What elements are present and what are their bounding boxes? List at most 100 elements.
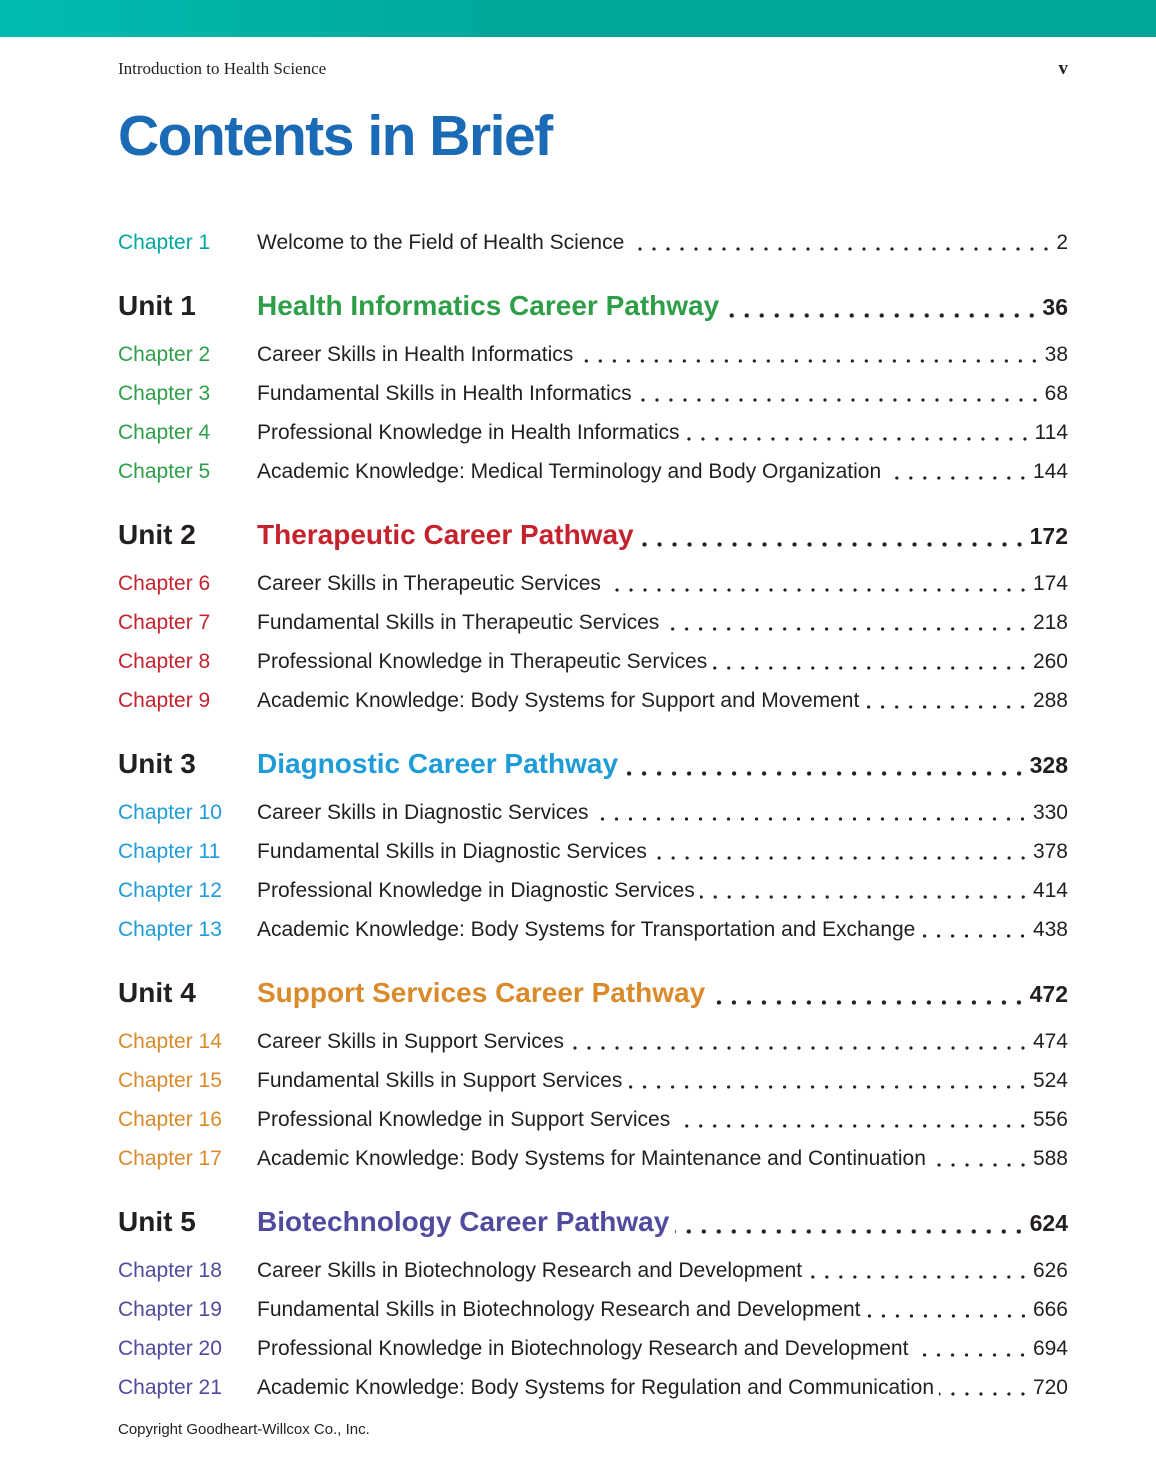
dot-leader: [624, 771, 1027, 776]
toc-row-label: Chapter 4: [118, 421, 211, 444]
toc-row-label: Chapter 3: [118, 382, 211, 405]
toc-row-label: Chapter 16: [118, 1108, 222, 1131]
toc-chapter-row: Chapter 14 Career Skills in Support Serv…: [118, 1029, 1068, 1055]
toc-row-label: Unit 5: [118, 1206, 196, 1237]
toc-row-page-number: 218: [1032, 611, 1068, 634]
dot-leader: [639, 542, 1027, 547]
toc-unit-row: Unit 3 Diagnostic Career Pathway 328: [118, 747, 1068, 782]
toc-row-page-number: 474: [1032, 1030, 1068, 1053]
toc-row-page-number: 438: [1032, 918, 1068, 941]
toc-row-page-number: 68: [1044, 382, 1068, 405]
toc-row-page-number: 414: [1032, 879, 1068, 902]
toc-row-label: Chapter 10: [118, 801, 222, 824]
dot-leader: [675, 1124, 1030, 1128]
dot-leader: [807, 1275, 1030, 1279]
toc-row-label: Chapter 20: [118, 1337, 222, 1360]
toc-row-page-number: 556: [1032, 1108, 1068, 1131]
toc-chapter-row: Chapter 2 Career Skills in Health Inform…: [118, 342, 1068, 368]
dot-leader: [593, 817, 1030, 821]
dot-leader: [712, 666, 1030, 670]
toc-row-label: Chapter 14: [118, 1030, 222, 1053]
toc-row-label: Chapter 5: [118, 460, 211, 483]
toc-row-title: Career Skills in Support Services: [257, 1030, 564, 1053]
toc-row-page-number: 172: [1029, 523, 1068, 549]
toc-row-title: Fundamental Skills in Diagnostic Service…: [257, 840, 647, 863]
toc-row-title: Fundamental Skills in Biotechnology Rese…: [257, 1298, 861, 1321]
toc-row-page-number: 330: [1032, 801, 1068, 824]
toc-chapter-row: Chapter 4 Professional Knowledge in Heal…: [118, 420, 1068, 446]
toc-row-label: Unit 3: [118, 748, 196, 779]
toc-row-label: Chapter 18: [118, 1259, 222, 1282]
dot-leader: [864, 705, 1030, 709]
toc-chapter-row: Chapter 11 Fundamental Skills in Diagnos…: [118, 839, 1068, 865]
copyright-notice: Copyright Goodheart-Willcox Co., Inc.: [118, 1421, 370, 1438]
dot-leader: [886, 476, 1030, 480]
toc-row-page-number: 666: [1032, 1298, 1068, 1321]
toc-chapter-row: Chapter 16 Professional Knowledge in Sup…: [118, 1107, 1068, 1133]
toc-row-label: Unit 1: [118, 290, 196, 321]
toc-row-label: Chapter 1: [118, 231, 211, 254]
top-accent-bar: [0, 0, 1156, 37]
dot-leader: [627, 1085, 1030, 1089]
toc-chapter-row: Chapter 9 Academic Knowledge: Body Syste…: [118, 688, 1068, 714]
toc-row-page-number: 624: [1029, 1210, 1068, 1236]
toc-row-title: Academic Knowledge: Medical Terminology …: [257, 460, 882, 483]
running-header: Introduction to Health Science v: [0, 37, 1156, 80]
page-title: Contents in Brief: [118, 104, 553, 168]
table-of-contents: Chapter 1 Welcome to the Field of Health…: [118, 230, 1068, 1401]
toc-row-title: Health Informatics Career Pathway: [257, 290, 720, 321]
toc-row-label: Unit 2: [118, 519, 196, 550]
toc-chapter-row: Chapter 20 Professional Knowledge in Bio…: [118, 1336, 1068, 1362]
toc-row-title: Fundamental Skills in Support Services: [257, 1069, 623, 1092]
toc-row-page-number: 38: [1044, 343, 1068, 366]
dot-leader: [578, 359, 1042, 363]
toc-row-title: Academic Knowledge: Body Systems for Tra…: [257, 918, 916, 941]
dot-leader: [725, 313, 1040, 318]
toc-row-label: Chapter 17: [118, 1147, 222, 1170]
toc-row-title: Career Skills in Therapeutic Services: [257, 572, 601, 595]
toc-row-title: Academic Knowledge: Body Systems for Reg…: [257, 1376, 935, 1399]
toc-row-page-number: 144: [1032, 460, 1068, 483]
toc-row-page-number: 378: [1032, 840, 1068, 863]
toc-row-title: Therapeutic Career Pathway: [257, 519, 634, 550]
dot-leader: [605, 588, 1030, 592]
toc-chapter-row: Chapter 1 Welcome to the Field of Health…: [118, 230, 1068, 256]
toc-row-title: Academic Knowledge: Body Systems for Sup…: [257, 689, 860, 712]
toc-row-page-number: 720: [1032, 1376, 1068, 1399]
toc-row-title: Career Skills in Diagnostic Services: [257, 801, 589, 824]
toc-chapter-row: Chapter 5 Academic Knowledge: Medical Te…: [118, 459, 1068, 485]
toc-chapter-row: Chapter 18 Career Skills in Biotechnolog…: [118, 1258, 1068, 1284]
toc-row-page-number: 524: [1032, 1069, 1068, 1092]
toc-chapter-row: Chapter 10 Career Skills in Diagnostic S…: [118, 800, 1068, 826]
toc-row-page-number: 328: [1029, 752, 1068, 778]
toc-row-label: Chapter 21: [118, 1376, 222, 1399]
toc-row-label: Chapter 2: [118, 343, 211, 366]
dot-leader: [920, 934, 1030, 938]
toc-row-title: Professional Knowledge in Biotechnology …: [257, 1337, 909, 1360]
toc-row-page-number: 2: [1056, 231, 1068, 254]
toc-row-label: Chapter 9: [118, 689, 211, 712]
dot-leader: [865, 1314, 1030, 1318]
toc-row-page-number: 36: [1042, 294, 1068, 320]
dot-leader: [629, 247, 1054, 251]
toc-row-page-number: 288: [1032, 689, 1068, 712]
toc-row-title: Professional Knowledge in Support Servic…: [257, 1108, 671, 1131]
toc-row-title: Academic Knowledge: Body Systems for Mai…: [257, 1147, 926, 1170]
toc-chapter-row: Chapter 13 Academic Knowledge: Body Syst…: [118, 917, 1068, 943]
toc-chapter-row: Chapter 17 Academic Knowledge: Body Syst…: [118, 1146, 1068, 1172]
dot-leader: [636, 398, 1042, 402]
toc-chapter-row: Chapter 3 Fundamental Skills in Health I…: [118, 381, 1068, 407]
toc-unit-row: Unit 5 Biotechnology Career Pathway 624: [118, 1205, 1068, 1240]
toc-row-title: Diagnostic Career Pathway: [257, 748, 619, 779]
toc-row-page-number: 472: [1029, 981, 1068, 1007]
dot-leader: [675, 1229, 1027, 1234]
toc-row-label: Chapter 11: [118, 840, 221, 863]
toc-row-label: Chapter 6: [118, 572, 211, 595]
toc-row-label: Unit 4: [118, 977, 196, 1008]
toc-unit-row: Unit 2 Therapeutic Career Pathway 172: [118, 518, 1068, 553]
toc-chapter-row: Chapter 21 Academic Knowledge: Body Syst…: [118, 1375, 1068, 1401]
toc-chapter-row: Chapter 7 Fundamental Skills in Therapeu…: [118, 610, 1068, 636]
toc-row-label: Chapter 12: [118, 879, 222, 902]
toc-row-label: Chapter 15: [118, 1069, 222, 1092]
toc-chapter-row: Chapter 6 Career Skills in Therapeutic S…: [118, 571, 1068, 597]
